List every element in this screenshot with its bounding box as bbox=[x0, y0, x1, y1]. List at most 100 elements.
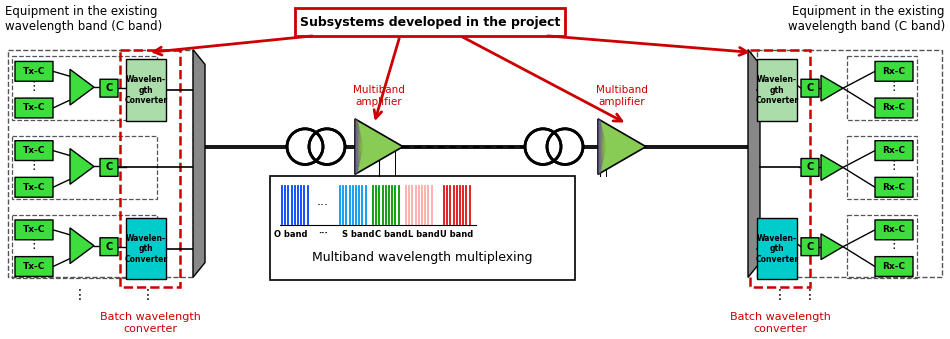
FancyBboxPatch shape bbox=[875, 61, 913, 81]
FancyBboxPatch shape bbox=[801, 79, 819, 97]
Polygon shape bbox=[601, 136, 605, 157]
Text: ⋮: ⋮ bbox=[28, 238, 40, 251]
Text: ⋮: ⋮ bbox=[73, 288, 87, 302]
Circle shape bbox=[309, 129, 345, 164]
Text: L band: L band bbox=[408, 230, 440, 239]
Bar bbox=[126, 218, 166, 279]
Polygon shape bbox=[599, 126, 602, 167]
Text: Batch wavelength
converter: Batch wavelength converter bbox=[730, 312, 830, 334]
Polygon shape bbox=[821, 75, 843, 101]
Text: O band: O band bbox=[275, 230, 308, 239]
FancyBboxPatch shape bbox=[15, 141, 53, 160]
FancyBboxPatch shape bbox=[100, 238, 118, 256]
Text: ⋮: ⋮ bbox=[773, 288, 787, 302]
Text: C: C bbox=[807, 83, 813, 93]
FancyBboxPatch shape bbox=[15, 257, 53, 276]
Circle shape bbox=[547, 129, 583, 164]
Text: C: C bbox=[807, 162, 813, 173]
Polygon shape bbox=[602, 140, 605, 154]
FancyBboxPatch shape bbox=[801, 238, 819, 256]
Text: Rx-C: Rx-C bbox=[883, 146, 905, 155]
Text: Tx-C: Tx-C bbox=[23, 183, 46, 192]
Text: Tx-C: Tx-C bbox=[23, 146, 46, 155]
Text: ⋮: ⋮ bbox=[887, 80, 901, 93]
FancyBboxPatch shape bbox=[100, 159, 118, 176]
Text: Rx-C: Rx-C bbox=[883, 103, 905, 113]
Bar bbox=[847, 215, 917, 278]
Polygon shape bbox=[355, 119, 358, 174]
Text: ⋮: ⋮ bbox=[887, 238, 901, 251]
FancyBboxPatch shape bbox=[801, 159, 819, 176]
Polygon shape bbox=[359, 140, 363, 154]
Polygon shape bbox=[603, 143, 606, 150]
Bar bbox=[847, 57, 917, 120]
Polygon shape bbox=[748, 49, 760, 277]
Polygon shape bbox=[193, 49, 205, 277]
Polygon shape bbox=[355, 122, 359, 171]
Text: Wavelen-
gth
Converter: Wavelen- gth Converter bbox=[755, 234, 799, 264]
Text: Tx-C: Tx-C bbox=[23, 67, 46, 76]
Text: Rx-C: Rx-C bbox=[883, 67, 905, 76]
Text: Wavelen-
gth
Converter: Wavelen- gth Converter bbox=[124, 75, 167, 105]
Text: Rx-C: Rx-C bbox=[883, 225, 905, 234]
Text: C: C bbox=[105, 83, 113, 93]
Polygon shape bbox=[357, 129, 360, 164]
Text: Equipment in the existing
wavelength band (C band): Equipment in the existing wavelength ban… bbox=[788, 5, 945, 33]
FancyBboxPatch shape bbox=[875, 98, 913, 118]
Bar bbox=[8, 49, 193, 277]
Polygon shape bbox=[600, 129, 603, 164]
Bar bbox=[12, 57, 157, 120]
Bar bbox=[295, 8, 565, 36]
FancyBboxPatch shape bbox=[875, 257, 913, 276]
Polygon shape bbox=[598, 122, 601, 171]
Polygon shape bbox=[821, 155, 843, 180]
Text: Rx-C: Rx-C bbox=[883, 262, 905, 271]
Text: C: C bbox=[105, 242, 113, 252]
Circle shape bbox=[525, 129, 561, 164]
Text: ⋮: ⋮ bbox=[28, 159, 40, 172]
Bar bbox=[757, 59, 797, 121]
Polygon shape bbox=[356, 126, 359, 167]
Polygon shape bbox=[598, 119, 646, 174]
FancyBboxPatch shape bbox=[875, 141, 913, 160]
Text: ⋮: ⋮ bbox=[803, 288, 817, 302]
Text: U band: U band bbox=[441, 230, 474, 239]
Bar bbox=[270, 176, 575, 280]
Text: ···: ··· bbox=[318, 230, 328, 239]
FancyBboxPatch shape bbox=[15, 220, 53, 240]
Text: Rx-C: Rx-C bbox=[883, 183, 905, 192]
Polygon shape bbox=[70, 148, 94, 184]
Bar bbox=[750, 49, 810, 287]
Polygon shape bbox=[821, 234, 843, 260]
Polygon shape bbox=[601, 133, 604, 160]
Polygon shape bbox=[355, 119, 403, 174]
Text: Wavelen-
gth
Converter: Wavelen- gth Converter bbox=[755, 75, 799, 105]
Text: ⋮: ⋮ bbox=[28, 80, 40, 93]
Text: Tx-C: Tx-C bbox=[23, 262, 46, 271]
Text: Subsystems developed in the project: Subsystems developed in the project bbox=[300, 16, 560, 29]
Bar bbox=[12, 215, 157, 278]
FancyBboxPatch shape bbox=[15, 98, 53, 118]
Text: Tx-C: Tx-C bbox=[23, 103, 46, 113]
Polygon shape bbox=[359, 136, 362, 157]
Text: Equipment in the existing
wavelength band (C band): Equipment in the existing wavelength ban… bbox=[5, 5, 162, 33]
FancyBboxPatch shape bbox=[15, 177, 53, 197]
Text: Multiband wavelength multiplexing: Multiband wavelength multiplexing bbox=[313, 251, 533, 264]
Polygon shape bbox=[598, 119, 601, 174]
Text: S band: S band bbox=[342, 230, 374, 239]
Bar bbox=[120, 49, 180, 287]
FancyBboxPatch shape bbox=[15, 61, 53, 81]
FancyBboxPatch shape bbox=[875, 177, 913, 197]
Bar bbox=[757, 218, 797, 279]
Text: C: C bbox=[807, 242, 813, 252]
Text: Multiband
amplifier: Multiband amplifier bbox=[596, 85, 648, 107]
Text: C band: C band bbox=[374, 230, 408, 239]
Polygon shape bbox=[70, 69, 94, 105]
Polygon shape bbox=[358, 133, 361, 160]
Bar bbox=[757, 49, 942, 277]
Text: ⋮: ⋮ bbox=[141, 288, 155, 302]
Text: ⋮: ⋮ bbox=[887, 159, 901, 172]
Text: Multiband
amplifier: Multiband amplifier bbox=[353, 85, 405, 107]
FancyBboxPatch shape bbox=[875, 220, 913, 240]
Text: ···: ··· bbox=[317, 199, 329, 212]
